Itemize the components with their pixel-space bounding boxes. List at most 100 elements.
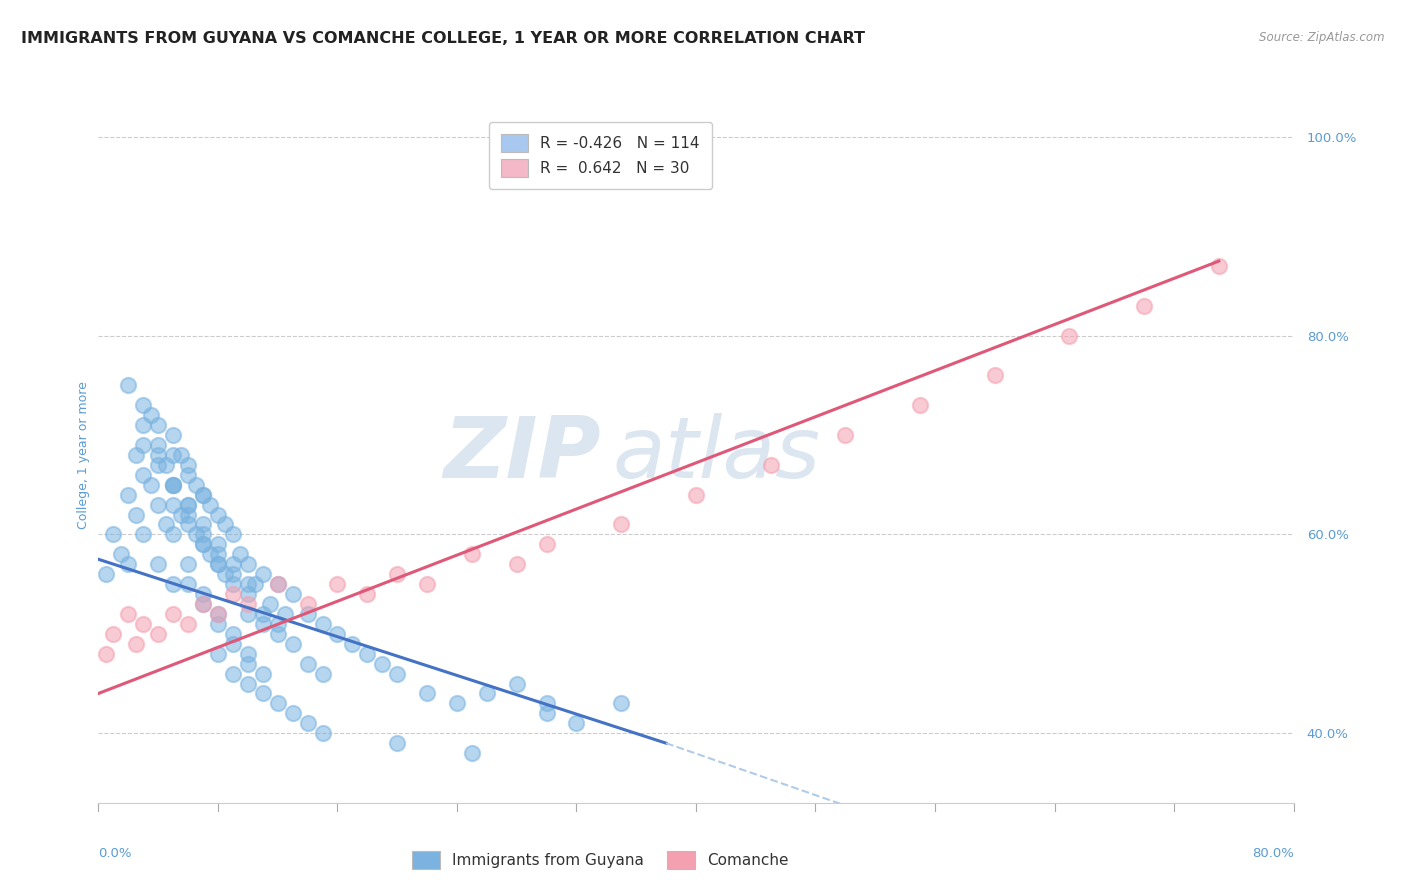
Point <box>94 647 117 661</box>
Point <box>236 587 259 601</box>
Point <box>565 716 588 731</box>
Point <box>267 697 290 711</box>
Point <box>207 547 229 561</box>
Point <box>139 477 162 491</box>
Point <box>191 537 214 551</box>
Point <box>191 488 214 502</box>
Point <box>356 647 378 661</box>
Point <box>222 637 245 651</box>
Point <box>536 697 558 711</box>
Point <box>536 537 558 551</box>
Point <box>117 488 139 502</box>
Point <box>191 587 214 601</box>
Point <box>177 508 200 522</box>
Point <box>148 418 170 433</box>
Point <box>191 597 214 611</box>
Point <box>132 418 155 433</box>
Point <box>236 577 259 591</box>
Point <box>222 587 245 601</box>
Point <box>1059 328 1081 343</box>
Point <box>385 666 409 681</box>
Point <box>162 477 184 491</box>
Point <box>162 428 184 442</box>
Point <box>132 616 155 631</box>
Point <box>610 697 633 711</box>
Point <box>207 616 229 631</box>
Point <box>125 637 148 651</box>
Point <box>169 448 191 462</box>
Point <box>125 508 148 522</box>
Point <box>245 577 267 591</box>
Point <box>461 746 484 760</box>
Point <box>536 706 558 721</box>
Point <box>356 587 378 601</box>
Point <box>155 517 177 532</box>
Point <box>177 517 200 532</box>
Point <box>475 686 498 700</box>
Point <box>416 577 439 591</box>
Point <box>207 558 229 572</box>
Point <box>177 498 200 512</box>
Point <box>214 567 236 582</box>
Point <box>297 657 319 671</box>
Point <box>148 438 170 452</box>
Point <box>252 686 274 700</box>
Point <box>281 587 304 601</box>
Point <box>162 448 184 462</box>
Text: atlas: atlas <box>612 413 820 497</box>
Point <box>506 676 529 690</box>
Point <box>229 547 252 561</box>
Point <box>371 657 394 671</box>
Point <box>685 488 707 502</box>
Point <box>148 558 170 572</box>
Point <box>148 448 170 462</box>
Point <box>236 657 259 671</box>
Point <box>207 607 229 621</box>
Point <box>908 398 931 412</box>
Point <box>184 477 207 491</box>
Point <box>184 527 207 541</box>
Point <box>207 607 229 621</box>
Point <box>103 527 125 541</box>
Point <box>326 627 349 641</box>
Point <box>267 577 290 591</box>
Point <box>117 378 139 392</box>
Point <box>385 736 409 750</box>
Point <box>236 607 259 621</box>
Point <box>125 448 148 462</box>
Point <box>177 558 200 572</box>
Point <box>236 676 259 690</box>
Point <box>162 607 184 621</box>
Point <box>326 577 349 591</box>
Point <box>177 577 200 591</box>
Point <box>132 438 155 452</box>
Point <box>169 508 191 522</box>
Point <box>162 477 184 491</box>
Point <box>222 527 245 541</box>
Point <box>610 517 633 532</box>
Point <box>236 558 259 572</box>
Text: 0.0%: 0.0% <box>98 847 132 861</box>
Point <box>342 637 364 651</box>
Text: IMMIGRANTS FROM GUYANA VS COMANCHE COLLEGE, 1 YEAR OR MORE CORRELATION CHART: IMMIGRANTS FROM GUYANA VS COMANCHE COLLE… <box>21 31 865 46</box>
Point <box>117 558 139 572</box>
Point <box>191 537 214 551</box>
Point <box>759 458 782 472</box>
Point <box>983 368 1005 383</box>
Point <box>267 616 290 631</box>
Y-axis label: College, 1 year or more: College, 1 year or more <box>77 381 90 529</box>
Point <box>834 428 856 442</box>
Text: ZIP: ZIP <box>443 413 600 497</box>
Point <box>132 527 155 541</box>
Point <box>214 517 236 532</box>
Text: 80.0%: 80.0% <box>1251 847 1294 861</box>
Point <box>1133 299 1156 313</box>
Point <box>139 408 162 422</box>
Point <box>252 567 274 582</box>
Point <box>222 627 245 641</box>
Point <box>200 547 222 561</box>
Point <box>236 597 259 611</box>
Point <box>162 577 184 591</box>
Text: Source: ZipAtlas.com: Source: ZipAtlas.com <box>1260 31 1385 45</box>
Point <box>222 577 245 591</box>
